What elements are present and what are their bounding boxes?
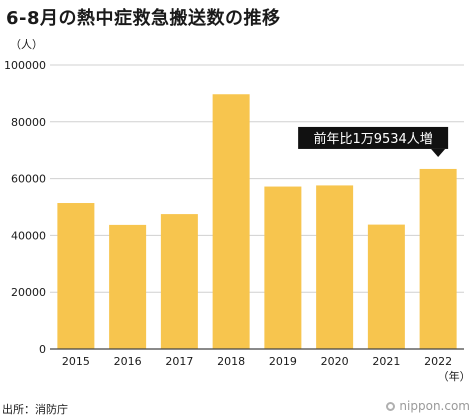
- nippon-logo-icon: [386, 402, 396, 411]
- x-tick-label: 2016: [114, 355, 142, 368]
- annotation-pointer: [431, 148, 446, 157]
- bar-2019: [264, 186, 302, 349]
- chart-title: 6-8月の熱中症救急搬送数の推移: [6, 8, 281, 29]
- bar-2016: [109, 224, 147, 349]
- y-tick-label: 40000: [11, 229, 46, 242]
- x-tick-label: 2022: [424, 355, 452, 368]
- bar-2021: [367, 224, 405, 349]
- y-tick-label: 100000: [4, 59, 46, 72]
- bar-2017: [160, 214, 198, 349]
- brand-name: nippon.com: [399, 399, 470, 413]
- y-tick-label: 60000: [11, 173, 46, 186]
- annotation-box: [298, 126, 449, 149]
- bar-2022: [419, 168, 457, 349]
- bar-2020: [316, 185, 354, 349]
- annotation-label: 前年比1万9534人増: [313, 131, 432, 147]
- x-tick-label: 2019: [269, 355, 297, 368]
- x-axis-unit-label: （年）: [438, 369, 471, 383]
- x-tick-label: 2017: [165, 355, 193, 368]
- y-tick-label: 80000: [11, 116, 46, 129]
- source-note: 出所：消防庁: [2, 403, 68, 416]
- bar-2018: [212, 94, 250, 349]
- x-tick-label: 2021: [372, 355, 400, 368]
- y-tick-label: 20000: [11, 286, 46, 299]
- x-tick-label: 2020: [321, 355, 349, 368]
- y-axis-unit-label: （人）: [10, 38, 43, 51]
- bar-2015: [57, 203, 95, 349]
- brand-logo: nippon.com: [386, 399, 470, 413]
- x-tick-label: 2015: [62, 355, 90, 368]
- x-tick-label: 2018: [217, 355, 245, 368]
- y-tick-label: 0: [39, 343, 46, 356]
